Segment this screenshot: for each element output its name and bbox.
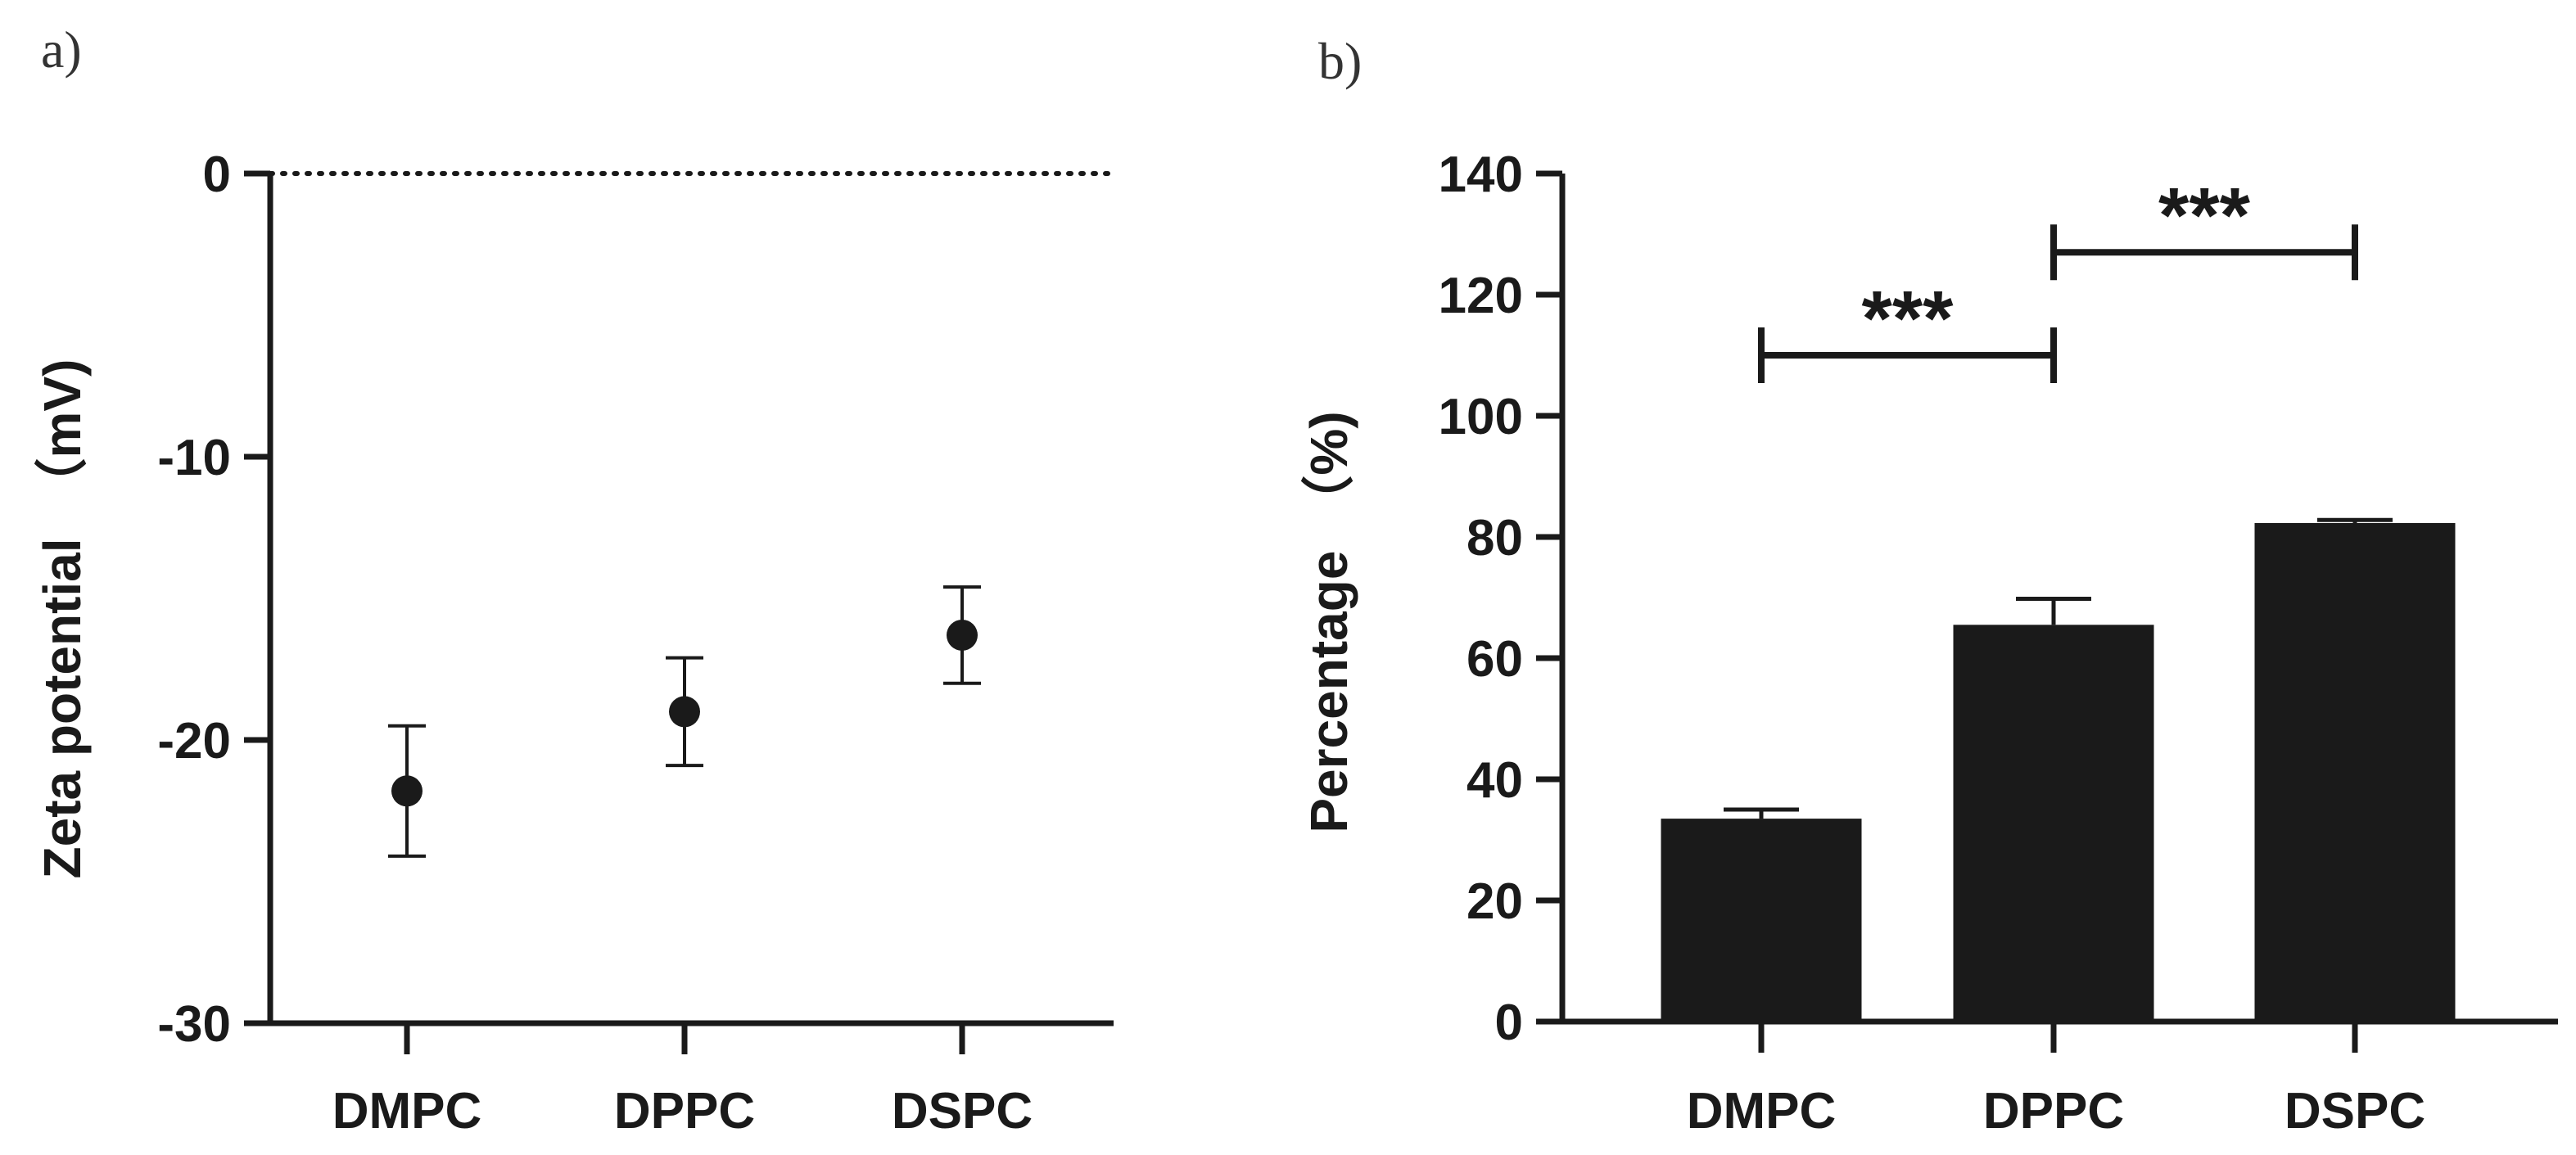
chart-a-y-axis-label-text: Zeta potential xyxy=(33,538,92,878)
panel-a-label: a) xyxy=(41,20,82,79)
chart-b-x-tick-label: DSPC xyxy=(2285,1083,2425,1139)
chart-b-y-tick-label: 80 xyxy=(1467,510,1523,566)
chart-b-x-tick-label: DPPC xyxy=(1983,1083,2124,1139)
percentage-bar-chart: Percentage （%) DMPC DPPC DSPC 0 20 40 60 80 100 12… xyxy=(1299,147,2558,1139)
chart-b-y-axis-label-text: Percentage xyxy=(1299,551,1358,833)
chart-a-y-tick-label: -10 xyxy=(157,430,231,486)
chart-b-significance-label: *** xyxy=(2158,172,2251,259)
chart-b-x-tick-label: DMPC xyxy=(1687,1083,1837,1139)
chart-a-y-axis-label-unit: （mV) xyxy=(33,359,92,511)
chart-b-bar xyxy=(2254,522,2456,1022)
zeta-potential-chart: Zeta potential （mV) 0 -10 -20 -30 DMPC DPPC DSP… xyxy=(33,147,1116,1139)
chart-b-significance-label: *** xyxy=(1861,275,1954,363)
chart-b-y-tick-label: 40 xyxy=(1467,752,1523,809)
chart-a-y-tick-label: 0 xyxy=(203,147,231,203)
chart-b-y-axis-label: Percentage （%) xyxy=(1299,411,1358,832)
chart-a-data-point xyxy=(669,696,700,728)
chart-a-data-point xyxy=(947,619,978,651)
chart-b-y-axis-label-unit: （%) xyxy=(1299,411,1358,527)
chart-a-y-axis-label: Zeta potential （mV) xyxy=(33,359,92,879)
chart-a-y-tick-label: -30 xyxy=(157,996,231,1053)
chart-a-data-point xyxy=(391,775,423,807)
chart-b-y-tick-label: 100 xyxy=(1439,389,1523,445)
chart-a-y-tick-label: -20 xyxy=(157,713,231,769)
chart-b-bar xyxy=(1953,625,2154,1022)
panel-b-label: b) xyxy=(1318,32,1362,90)
chart-b-y-tick-label: 60 xyxy=(1467,631,1523,688)
chart-b-y-tick-label: 120 xyxy=(1439,268,1523,324)
chart-a-x-tick-label: DMPC xyxy=(332,1083,482,1139)
chart-a-x-tick-label: DPPC xyxy=(614,1083,755,1139)
chart-b-bar xyxy=(1661,819,1862,1022)
chart-b-y-tick-label: 0 xyxy=(1495,995,1523,1051)
chart-a-x-tick-label: DSPC xyxy=(892,1083,1033,1139)
chart-b-y-tick-label: 140 xyxy=(1439,147,1523,203)
chart-b-y-tick-label: 20 xyxy=(1467,873,1523,930)
